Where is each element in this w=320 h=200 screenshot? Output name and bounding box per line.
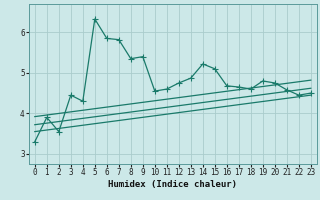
- X-axis label: Humidex (Indice chaleur): Humidex (Indice chaleur): [108, 180, 237, 189]
